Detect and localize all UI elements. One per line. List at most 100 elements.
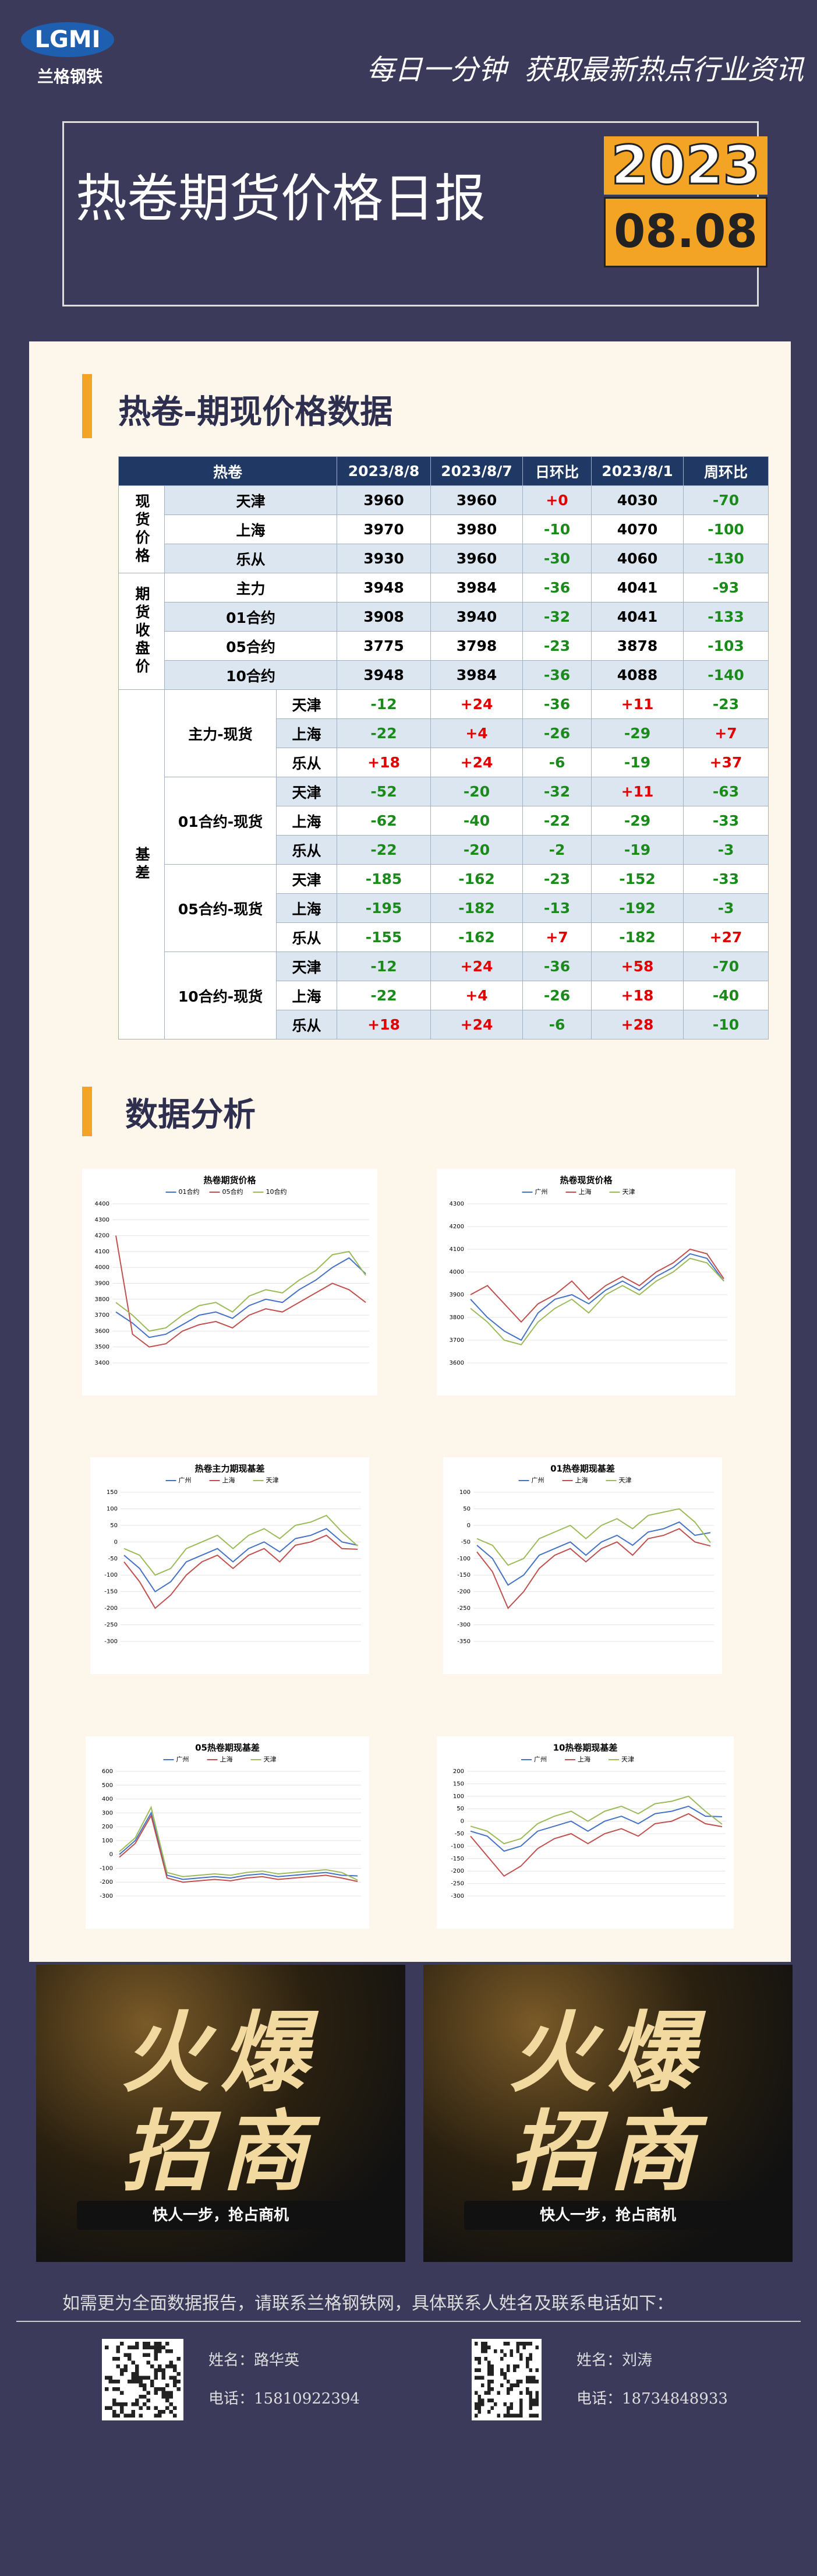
cell: +24: [430, 689, 524, 719]
qr-dot: [481, 2376, 484, 2380]
ad-slogan: 快人一步，抢占商机: [77, 2201, 365, 2230]
cell: -22: [522, 806, 592, 836]
y-tick-label: -50: [108, 1556, 118, 1562]
qr-dot: [478, 2376, 481, 2380]
cell: -40: [430, 806, 524, 836]
subgroup-label: 01合约-现货: [164, 777, 277, 865]
contact-phone: 电话：18734848933: [577, 2390, 728, 2408]
qr-dot: [158, 2368, 162, 2372]
qr-dot: [478, 2398, 481, 2402]
row-label: 乐从: [164, 544, 338, 573]
qr-dot: [519, 2353, 523, 2357]
qr-dot: [128, 2345, 132, 2349]
section-title: 数据分析: [125, 1096, 256, 1134]
qr-dot: [475, 2357, 478, 2361]
cell: 4041: [591, 602, 684, 632]
qr-dot: [143, 2376, 147, 2380]
cell: -23: [683, 689, 769, 719]
legend-label: 天津: [621, 1756, 634, 1763]
qr-dot: [481, 2402, 484, 2406]
slogan: 每日一分钟 获取最新热点行业资讯: [366, 54, 804, 86]
chart-title: 05热卷期现基差: [195, 1743, 260, 1753]
section-bar: [82, 374, 92, 438]
qr-dot: [510, 2402, 513, 2406]
qr-dot: [481, 2398, 484, 2402]
qr-dot: [131, 2410, 135, 2414]
cell: 4041: [591, 573, 684, 602]
qr-dot: [158, 2345, 162, 2349]
y-tick-label: -250: [451, 1881, 464, 1887]
qr-dot: [487, 2368, 491, 2372]
cell: 3948: [337, 573, 432, 602]
y-tick-label: 4000: [450, 1269, 464, 1275]
row: 期货收盘价 主力 3948 3984 -36 4041 -93: [118, 573, 769, 690]
qr-dot: [165, 2383, 169, 2387]
cell: -36: [522, 573, 592, 602]
cell: 3878: [591, 631, 684, 661]
qr-dot: [490, 2387, 494, 2391]
ad-headline: 招商: [508, 2102, 707, 2203]
qr-dot: [108, 2406, 112, 2410]
qr-dot: [165, 2391, 169, 2395]
y-tick-label: -150: [457, 1572, 471, 1578]
qr-dot: [529, 2398, 532, 2402]
qr-dot: [143, 2383, 147, 2387]
qr-dot: [503, 2413, 507, 2418]
qr-dot: [131, 2376, 135, 2380]
qr-dot: [513, 2413, 517, 2418]
row: 上海 -62 -40 -22 -29 -33: [118, 806, 769, 836]
qr-dot: [146, 2391, 150, 2395]
header-cell: 2023/8/7: [430, 456, 524, 486]
legend-label: 上海: [222, 1476, 235, 1484]
qr-dot: [146, 2342, 150, 2346]
qr-dot: [150, 2345, 154, 2349]
y-tick-label: 100: [459, 1489, 471, 1496]
qr-dot: [484, 2342, 487, 2346]
qr-dot: [507, 2364, 510, 2369]
qr-dot: [158, 2342, 162, 2346]
cell: +18: [591, 981, 684, 1010]
series-line: [470, 1805, 723, 1852]
qr-dot: [529, 2376, 532, 2380]
cell: 3984: [430, 573, 524, 602]
qr-dot: [510, 2353, 513, 2357]
y-tick-label: 500: [102, 1782, 113, 1789]
qr-dot: [158, 2387, 162, 2391]
qr-dot: [131, 2380, 135, 2384]
legend-label: 广州: [534, 1756, 547, 1763]
y-tick-label: 4400: [95, 1201, 109, 1207]
header-row: 热卷 2023/8/8 2023/8/7 日环比 2023/8/1 周环比: [118, 456, 769, 486]
y-tick-label: -250: [457, 1605, 471, 1612]
row-label: 天津: [275, 864, 338, 894]
cell: 3984: [430, 660, 524, 690]
qr-dot: [507, 2342, 510, 2346]
qr-dot: [526, 2360, 529, 2364]
row-label: 01合约: [164, 602, 338, 632]
qr-dot: [513, 2368, 517, 2372]
cell: 3775: [337, 631, 432, 661]
ad: 火爆 招商 快人一步，抢占商机: [423, 1965, 793, 2262]
legend-label: 上海: [578, 1755, 590, 1763]
y-tick-label: -150: [104, 1589, 118, 1595]
qr-dot: [497, 2391, 500, 2395]
row-label: 天津: [275, 777, 338, 806]
cell: -93: [683, 573, 769, 602]
qr-dot: [154, 2345, 158, 2349]
qr-dot: [503, 2402, 507, 2406]
cell: -10: [683, 1010, 769, 1039]
qr-dot: [158, 2413, 162, 2418]
qr-dot: [120, 2368, 124, 2372]
y-tick-label: 3900: [450, 1292, 464, 1298]
y-tick-label: 150: [453, 1781, 464, 1787]
y-tick-label: 3800: [450, 1315, 464, 1321]
qr-dot: [484, 2391, 487, 2395]
brand: 兰格钢铁: [37, 67, 102, 86]
qr-dot: [478, 2360, 481, 2364]
qr-dot: [120, 2410, 124, 2414]
qr-dot: [532, 2413, 536, 2418]
qr-dot: [112, 2357, 116, 2361]
qr-dot: [165, 2342, 169, 2346]
qr-dot: [475, 2391, 478, 2395]
qr-dot: [139, 2376, 143, 2380]
qr-dot: [154, 2353, 158, 2357]
